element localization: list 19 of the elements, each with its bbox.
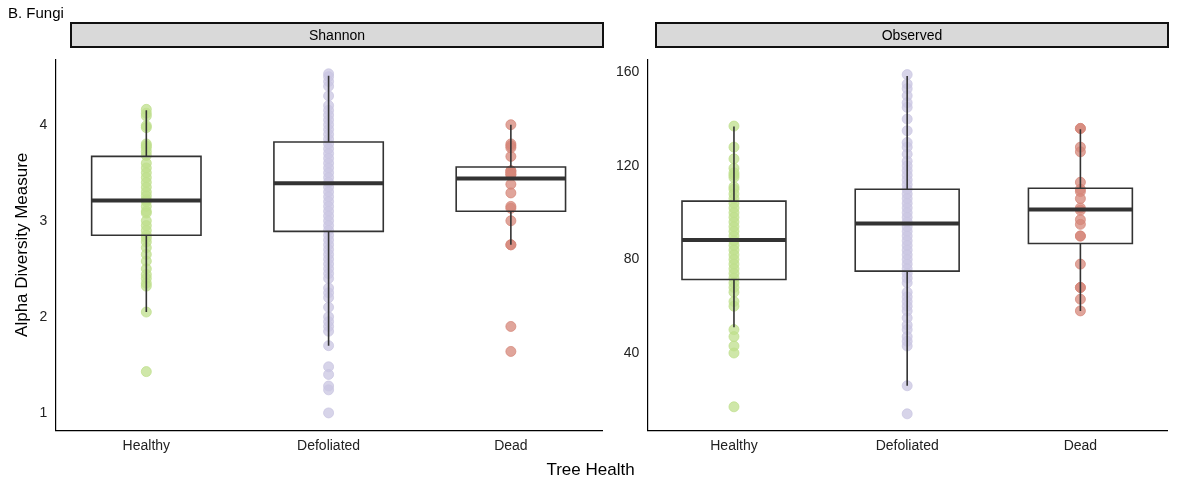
text: B. Fungi xyxy=(8,4,64,21)
y-tick-label: 120 xyxy=(616,156,640,173)
x-tick-label: Defoliated xyxy=(875,437,939,454)
y-tick-label: 3 xyxy=(39,211,48,228)
x-tick-label: Healthy xyxy=(710,437,758,454)
x-tick-label: Dead xyxy=(494,437,528,454)
x-tick-label: Defoliated xyxy=(297,437,361,454)
x-tick-label: Dead xyxy=(1063,437,1098,454)
y-tick-label: 1 xyxy=(39,403,48,420)
y-tick-label: 80 xyxy=(623,250,640,267)
y-tick-label: 160 xyxy=(616,63,640,80)
x-tick-label: Healthy xyxy=(122,437,171,454)
y-tick-label: 2 xyxy=(39,307,48,324)
chart-title: Shannon xyxy=(70,22,604,48)
y-tick-label: 4 xyxy=(39,115,48,132)
y-tick-label: 40 xyxy=(623,343,640,360)
y-axis-title: Alpha Diversity Measure xyxy=(11,152,31,337)
x-axis-title: Tree Health xyxy=(545,460,636,480)
chart-title: Observed xyxy=(655,22,1169,48)
